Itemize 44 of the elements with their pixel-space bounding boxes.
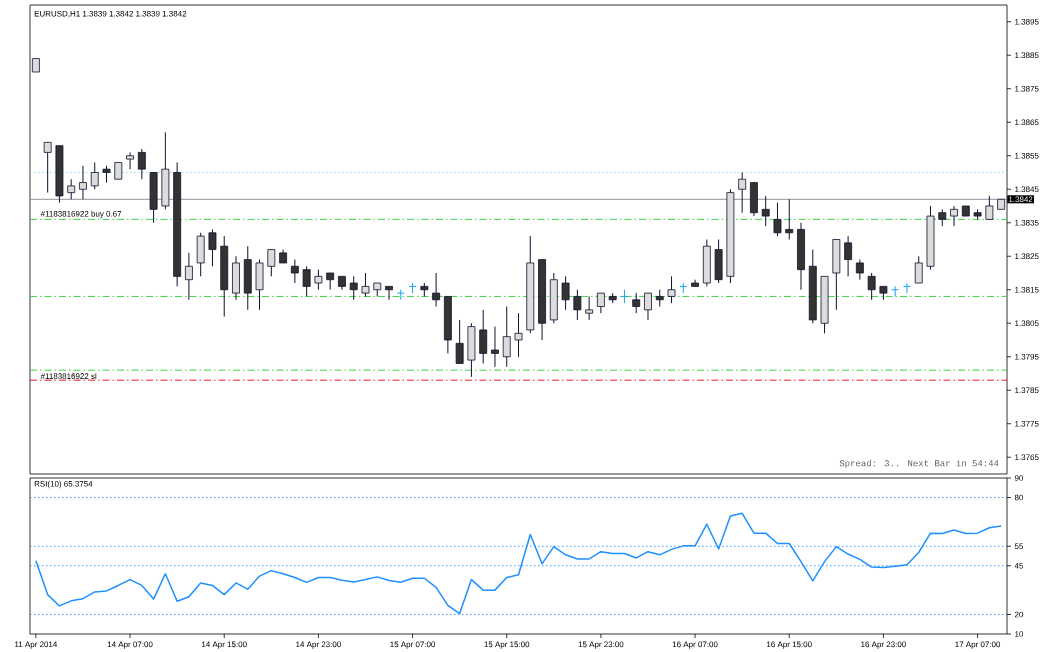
candlestick	[502, 306, 511, 368]
candlestick	[208, 228, 217, 267]
candlestick	[314, 269, 323, 291]
candlestick	[479, 309, 488, 364]
candlestick	[290, 259, 299, 284]
candlestick	[361, 272, 370, 297]
candlestick	[184, 252, 193, 301]
candlestick	[596, 292, 605, 314]
candlestick	[620, 289, 629, 304]
candlestick	[79, 165, 87, 200]
candlestick	[408, 282, 417, 294]
candlestick	[514, 312, 523, 358]
candlestick	[126, 151, 134, 170]
candlestick	[585, 295, 594, 321]
candlestick	[644, 292, 652, 321]
candlestick	[302, 265, 311, 297]
candlestick	[679, 282, 688, 294]
candlestick	[667, 275, 676, 304]
candlestick	[761, 195, 770, 227]
candlestick	[785, 198, 794, 240]
annotation: Spread: 3.. Next Bar in 54:44	[839, 459, 999, 469]
candlestick	[90, 161, 99, 190]
candlestick	[855, 259, 864, 281]
candlestick	[43, 141, 52, 194]
candlestick	[632, 292, 641, 314]
candlestick	[738, 172, 747, 214]
candlestick	[891, 285, 900, 297]
candlestick	[561, 275, 570, 311]
candlestick	[67, 178, 76, 200]
candlestick	[267, 249, 276, 277]
candlestick	[573, 289, 582, 321]
candlestick	[385, 285, 393, 301]
candlestick	[914, 255, 923, 284]
candlestick	[491, 326, 499, 368]
candlestick	[844, 235, 853, 277]
candlestick	[985, 195, 994, 220]
candlestick	[867, 272, 876, 301]
candlestick	[455, 319, 464, 364]
candlestick	[902, 282, 911, 294]
candlestick	[137, 148, 146, 180]
candlestick	[950, 205, 958, 227]
candlestick	[773, 202, 782, 237]
candlestick	[349, 275, 358, 301]
candlestick	[432, 272, 441, 307]
